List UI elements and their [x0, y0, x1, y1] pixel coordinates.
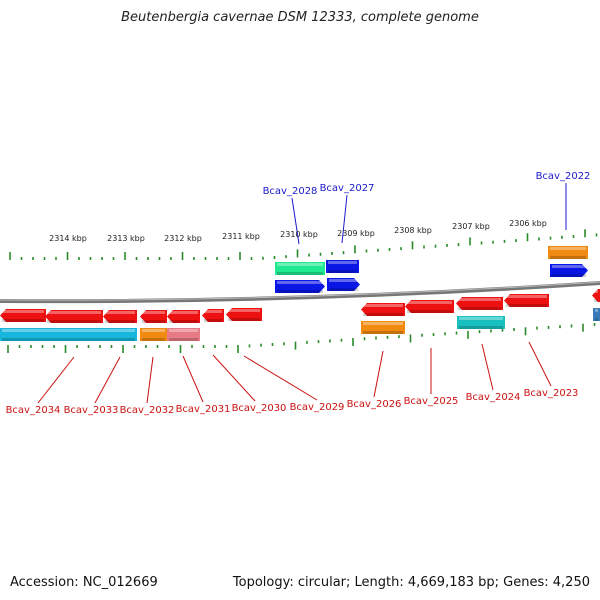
gene-feature[interactable] — [361, 303, 405, 316]
callout-line — [182, 355, 204, 403]
scale-labels: 2314 kbp 2313 kbp 2312 kbp 2311 kbp 2310 kbp… — [49, 219, 547, 243]
gene-label[interactable]: Bcav_2023 — [524, 388, 579, 399]
gene-feature[interactable] — [550, 264, 588, 277]
gene-feature[interactable] — [326, 260, 359, 273]
map-title: Beutenbergia cavernae DSM 12333, complet… — [121, 10, 479, 25]
gene-feature[interactable] — [167, 328, 200, 341]
upper-tick-track — [9, 229, 598, 260]
gene-label[interactable]: Bcav_2029 — [290, 402, 345, 413]
gene-label[interactable]: Bcav_2026 — [347, 399, 402, 410]
gene-label[interactable]: Bcav_2032 — [120, 405, 175, 416]
gene-feature[interactable] — [202, 309, 224, 322]
gene-label[interactable]: Bcav_2030 — [232, 403, 287, 414]
gene-feature[interactable] — [275, 280, 325, 293]
scale-tick-label: 2311 kbp — [222, 232, 260, 241]
gene-feature[interactable] — [457, 316, 505, 329]
chromosome-backbone — [0, 281, 600, 304]
callout-line — [212, 354, 256, 402]
gene-feature[interactable] — [456, 297, 503, 310]
callout-line — [481, 343, 494, 391]
gene-label[interactable]: Bcav_2033 — [64, 405, 119, 416]
gene-feature[interactable] — [405, 300, 454, 313]
scale-tick-label: 2308 kbp — [394, 226, 432, 235]
lower-tick-track — [7, 323, 596, 353]
gene-feature[interactable] — [592, 289, 600, 302]
gene-label[interactable]: Bcav_2024 — [466, 392, 521, 403]
topology-label: Topology: circular; Length: 4,669,183 bp… — [232, 575, 590, 590]
gene-feature[interactable] — [0, 309, 46, 322]
gene-feature[interactable] — [226, 308, 262, 321]
callout-line — [243, 355, 318, 401]
scale-tick-label: 2309 kbp — [337, 229, 375, 238]
gene-feature[interactable] — [593, 308, 600, 321]
gene-feature[interactable] — [167, 310, 200, 323]
scale-tick-label: 2312 kbp — [164, 234, 202, 243]
gene-feature[interactable] — [140, 310, 167, 323]
feature-track — [0, 246, 600, 341]
gene-label[interactable]: Bcav_2031 — [176, 404, 231, 415]
gene-feature[interactable] — [140, 328, 167, 341]
gene-feature[interactable] — [548, 246, 588, 259]
gene-feature[interactable] — [327, 278, 360, 291]
gene-feature[interactable] — [0, 328, 137, 341]
scale-tick-label: 2307 kbp — [452, 222, 490, 231]
gene-feature[interactable] — [275, 262, 325, 275]
gene-feature[interactable] — [45, 310, 103, 323]
gene-feature[interactable] — [504, 294, 549, 307]
gene-feature[interactable] — [361, 321, 405, 334]
callout-line — [146, 356, 154, 404]
scale-tick-label: 2306 kbp — [509, 219, 547, 228]
callout-line — [341, 194, 348, 244]
gene-label[interactable]: Bcav_2025 — [404, 396, 459, 407]
gene-label[interactable]: Bcav_2028 — [263, 186, 318, 197]
gene-label[interactable]: Bcav_2034 — [6, 405, 61, 416]
accession-label: Accession: NC_012669 — [10, 575, 158, 590]
callout-line — [528, 341, 552, 387]
scale-tick-label: 2313 kbp — [107, 234, 145, 243]
chromosome-backbone-highlight — [0, 281, 600, 301]
callout-line — [373, 350, 384, 398]
gene-label[interactable]: Bcav_2022 — [536, 171, 591, 182]
gene-label[interactable]: Bcav_2027 — [320, 183, 375, 194]
callout-line — [37, 356, 75, 404]
callout-line — [94, 356, 121, 404]
gene-feature[interactable] — [103, 310, 137, 323]
callout-line — [291, 197, 300, 245]
scale-tick-label: 2314 kbp — [49, 234, 87, 243]
scale-tick-label: 2310 kbp — [280, 230, 318, 239]
